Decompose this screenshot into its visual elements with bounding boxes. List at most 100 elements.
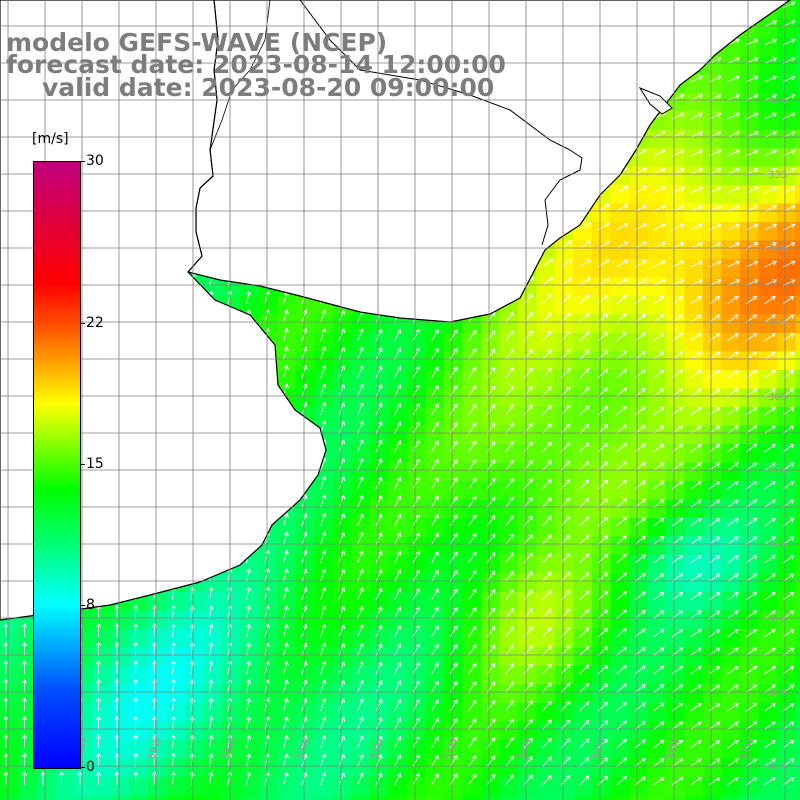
field-cell — [555, 536, 575, 556]
wind-arrow — [357, 476, 364, 490]
field-cell — [740, 92, 760, 112]
field-cell — [684, 425, 704, 445]
field-cell — [592, 388, 612, 408]
field-cell — [185, 666, 205, 686]
wind-arrow — [616, 332, 628, 342]
field-cell — [795, 518, 800, 538]
wind-arrow — [727, 610, 739, 619]
field-cell — [333, 314, 353, 334]
wind-arrow — [579, 312, 590, 323]
field-cell — [629, 721, 649, 741]
field-cell — [684, 370, 704, 390]
wind-arrow — [431, 347, 439, 360]
field-cell — [499, 703, 519, 723]
wind-arrow — [727, 647, 739, 656]
field-cell — [666, 758, 686, 778]
wind-arrow — [764, 684, 776, 693]
field-cell — [647, 314, 667, 334]
field-cell — [185, 777, 205, 797]
lat-label: 40S — [768, 688, 787, 699]
field-cell — [222, 721, 242, 741]
wind-arrow — [727, 242, 741, 249]
field-cell — [499, 518, 519, 538]
wind-arrow — [653, 480, 665, 490]
field-cell — [462, 684, 482, 704]
colorbar — [33, 161, 81, 769]
field-cell — [536, 740, 556, 760]
field-cell — [388, 333, 408, 353]
field-cell — [203, 277, 223, 297]
field-cell — [758, 740, 778, 760]
wind-arrow — [764, 94, 778, 101]
wind-arrow — [653, 517, 665, 527]
field-cell — [555, 240, 575, 260]
field-cell — [795, 222, 800, 242]
wind-arrow — [505, 422, 515, 434]
field-cell — [795, 351, 800, 371]
field-cell — [388, 444, 408, 464]
wind-arrow — [727, 592, 739, 601]
field-cell — [314, 351, 334, 371]
wind-arrow — [431, 625, 439, 638]
field-cell — [166, 684, 186, 704]
field-cell — [481, 592, 501, 612]
wind-arrow — [579, 368, 590, 379]
wind-arrow — [653, 167, 666, 175]
field-cell — [185, 721, 205, 741]
wind-arrow — [375, 365, 383, 379]
wind-arrow — [727, 666, 739, 675]
wind-arrow — [653, 591, 665, 601]
field-cell — [351, 647, 371, 667]
field-cell — [740, 222, 760, 242]
wind-arrow — [449, 495, 458, 508]
field-cell — [129, 684, 149, 704]
field-cell — [444, 499, 464, 519]
wind-arrow — [653, 425, 665, 434]
wind-arrow — [246, 586, 252, 601]
field-cell — [536, 758, 556, 778]
field-cell — [758, 758, 778, 778]
wind-arrow — [320, 328, 327, 342]
field-cell — [536, 518, 556, 538]
field-cell — [462, 758, 482, 778]
field-cell — [388, 666, 408, 686]
field-cell — [518, 388, 538, 408]
lat-label: 38S — [768, 540, 787, 551]
wind-arrow — [96, 623, 101, 637]
field-cell — [777, 555, 797, 575]
field-cell — [18, 795, 38, 800]
field-cell — [777, 499, 797, 519]
wind-arrow — [375, 439, 383, 453]
field-cell — [629, 166, 649, 186]
wind-arrow — [208, 678, 214, 693]
field-cell — [573, 333, 593, 353]
field-cell — [629, 647, 649, 667]
field-cell — [388, 684, 408, 704]
field-cell — [721, 74, 741, 94]
wind-arrow — [170, 678, 176, 693]
field-cell — [0, 758, 20, 778]
field-cell — [610, 388, 630, 408]
field-cell — [18, 777, 38, 797]
field-cell — [425, 425, 445, 445]
wind-arrow — [579, 516, 590, 527]
wind-arrow — [653, 443, 665, 453]
field-cell — [499, 758, 519, 778]
field-cell — [425, 462, 445, 482]
wind-arrow — [727, 223, 741, 231]
wind-arrow — [560, 423, 571, 434]
field-cell — [703, 370, 723, 390]
field-cell — [111, 684, 131, 704]
wind-arrow — [727, 388, 739, 397]
field-cell — [592, 795, 612, 800]
field-cell — [259, 777, 279, 797]
wind-arrow — [764, 666, 776, 675]
field-cell — [481, 388, 501, 408]
wind-arrow — [727, 536, 739, 545]
field-cell — [684, 629, 704, 649]
field-cell — [444, 740, 464, 760]
field-cell — [703, 777, 723, 797]
field-cell — [795, 111, 800, 131]
wind-arrow — [3, 660, 9, 674]
field-cell — [481, 425, 501, 445]
